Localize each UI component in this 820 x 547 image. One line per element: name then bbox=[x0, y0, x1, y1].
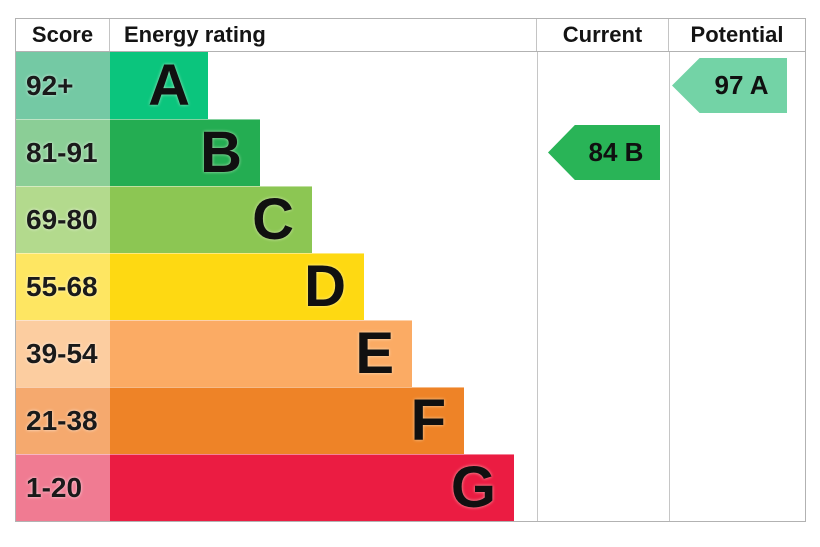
potential-rating-arrow: 97 A bbox=[672, 58, 787, 113]
rating-bar-f: F bbox=[110, 387, 464, 454]
score-range-c: 69-80 bbox=[16, 186, 110, 253]
band-row-d: 55-68 D bbox=[16, 253, 805, 320]
grade-letter-d: D bbox=[304, 254, 346, 319]
rating-bar-a: A bbox=[110, 52, 208, 119]
current-rating-arrow: 84 B bbox=[548, 125, 660, 180]
table-header-row: Score Energy rating Current Potential bbox=[16, 19, 805, 52]
table-body: 92+ A 81-91 B 69-80 C 55-68 D bbox=[16, 52, 805, 521]
grade-letter-a: A bbox=[148, 52, 190, 118]
rating-bar-d: D bbox=[110, 253, 364, 320]
band-row-f: 21-38 F bbox=[16, 387, 805, 454]
score-range-b: 81-91 bbox=[16, 119, 110, 186]
grade-letter-f: F bbox=[410, 388, 446, 453]
header-energy-rating: Energy rating bbox=[110, 19, 537, 51]
header-potential: Potential bbox=[690, 22, 784, 47]
band-row-b: 81-91 B bbox=[16, 119, 805, 186]
band-row-e: 39-54 E bbox=[16, 320, 805, 387]
band-row-a: 92+ A bbox=[16, 52, 805, 119]
band-row-c: 69-80 C bbox=[16, 186, 805, 253]
epc-table: Score Energy rating Current Potential 92… bbox=[15, 18, 806, 522]
potential-rating-label: 97 A bbox=[714, 70, 769, 100]
rating-bar-e: E bbox=[110, 320, 412, 387]
grade-letter-c: C bbox=[252, 187, 294, 252]
score-range-e: 39-54 bbox=[16, 320, 110, 387]
grade-letter-g: G bbox=[450, 455, 496, 520]
band-row-g: 1-20 G bbox=[16, 454, 805, 521]
score-range-d: 55-68 bbox=[16, 253, 110, 320]
grade-letter-b: B bbox=[200, 120, 242, 185]
grade-letter-e: E bbox=[355, 321, 394, 386]
header-score: Score bbox=[16, 19, 110, 51]
score-range-a: 92+ bbox=[16, 52, 110, 119]
score-range-f: 21-38 bbox=[16, 387, 110, 454]
current-column-divider bbox=[537, 52, 538, 521]
current-rating-label: 84 B bbox=[588, 137, 644, 167]
rating-bar-g: G bbox=[110, 454, 514, 521]
rating-bar-b: B bbox=[110, 119, 260, 186]
score-range-g: 1-20 bbox=[16, 454, 110, 521]
potential-column-divider bbox=[669, 52, 670, 521]
rating-bar-c: C bbox=[110, 186, 312, 253]
header-current: Current bbox=[537, 19, 669, 51]
